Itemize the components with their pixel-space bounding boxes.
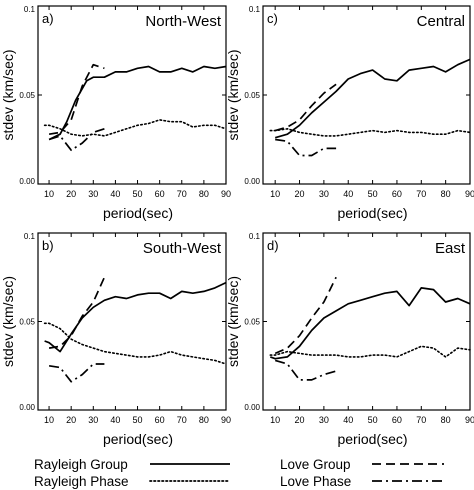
x-tick-label: 40 bbox=[343, 415, 353, 425]
x-tick-label: 90 bbox=[465, 415, 474, 425]
y-tick-label: 0.00 bbox=[19, 403, 35, 412]
y-tick-label: 0.05 bbox=[19, 318, 35, 327]
x-tick-label: 90 bbox=[221, 415, 231, 425]
y-tick-label: 0.00 bbox=[19, 177, 35, 186]
panel-label: c) bbox=[267, 11, 278, 26]
y-tick-label: 0.00 bbox=[244, 177, 260, 186]
legend-label: Rayleigh Phase bbox=[34, 474, 129, 489]
y-axis-label: stdev (km/sec) bbox=[225, 276, 241, 367]
x-axis-label: period(sec) bbox=[337, 431, 407, 447]
region-label: North-West bbox=[145, 13, 221, 30]
x-tick-label: 80 bbox=[199, 415, 209, 425]
x-tick-label: 40 bbox=[110, 189, 120, 199]
x-tick-label: 30 bbox=[319, 189, 329, 199]
series-line-love-phase bbox=[48, 363, 105, 383]
x-tick-label: 30 bbox=[319, 415, 329, 425]
x-tick-label: 50 bbox=[368, 415, 378, 425]
y-tick-label: 0.05 bbox=[19, 91, 35, 100]
x-tick-label: 60 bbox=[155, 415, 165, 425]
y-axis-label: stdev (km/sec) bbox=[225, 49, 241, 140]
x-axis-label: period(sec) bbox=[337, 205, 407, 221]
x-tick-label: 70 bbox=[416, 189, 426, 199]
y-tick-label: 0.1 bbox=[24, 232, 36, 241]
x-tick-label: 30 bbox=[88, 415, 98, 425]
x-tick-label: 20 bbox=[66, 415, 76, 425]
series-line-rayleigh-group bbox=[48, 65, 227, 141]
x-tick-label: 20 bbox=[66, 189, 76, 199]
series-line-rayleigh-phase bbox=[269, 128, 471, 137]
x-tick-label: 70 bbox=[177, 415, 187, 425]
series-line-rayleigh-group bbox=[270, 287, 471, 360]
panel-label: b) bbox=[42, 238, 54, 253]
series-line-rayleigh-phase bbox=[43, 322, 227, 365]
x-tick-label: 10 bbox=[44, 189, 54, 199]
plot-frame bbox=[262, 5, 471, 185]
region-label: Central bbox=[417, 13, 465, 30]
series-line-rayleigh-group bbox=[44, 281, 227, 353]
x-tick-label: 40 bbox=[343, 189, 353, 199]
panel-label: d) bbox=[267, 238, 279, 253]
chart-panel-north-west: 10 20 30 40 50 60 70 80 90 0.00 0.05 0.1 period(sec)… bbox=[0, 5, 231, 221]
x-tick-label: 50 bbox=[133, 415, 143, 425]
x-tick-label: 70 bbox=[177, 189, 187, 199]
legend: Rayleigh Group Rayleigh Phase Love Group Lo… bbox=[34, 457, 444, 489]
x-tick-label: 60 bbox=[392, 189, 402, 199]
x-tick-label: 80 bbox=[199, 189, 209, 199]
y-tick-label: 0.05 bbox=[244, 91, 260, 100]
x-tick-label: 10 bbox=[44, 415, 54, 425]
x-tick-label: 90 bbox=[221, 189, 231, 199]
x-axis-label: period(sec) bbox=[103, 205, 173, 221]
x-tick-label: 70 bbox=[416, 415, 426, 425]
panel-label: a) bbox=[42, 11, 54, 26]
chart-panel-south-west: 10 20 30 40 50 60 70 80 90 0.00 0.05 0.1 period(sec)… bbox=[0, 232, 231, 447]
y-tick-label: 0.1 bbox=[249, 232, 261, 241]
x-tick-label: 80 bbox=[441, 189, 451, 199]
y-axis-label: stdev (km/sec) bbox=[0, 276, 16, 367]
x-tick-label: 40 bbox=[110, 415, 120, 425]
series-line-love-group bbox=[274, 83, 337, 132]
x-tick-label: 50 bbox=[133, 189, 143, 199]
x-tick-label: 20 bbox=[295, 189, 305, 199]
x-tick-label: 10 bbox=[270, 189, 280, 199]
plot-frame bbox=[37, 5, 227, 185]
series-line-love-phase bbox=[275, 138, 337, 157]
legend-label: Rayleigh Group bbox=[34, 457, 128, 472]
x-axis-label: period(sec) bbox=[103, 431, 173, 447]
series-line-love-group bbox=[48, 276, 106, 349]
x-tick-label: 10 bbox=[270, 415, 280, 425]
x-tick-label: 20 bbox=[295, 415, 305, 425]
chart-panel-central: 10 20 30 40 50 60 70 80 90 0.00 0.05 0.1 period(sec)… bbox=[225, 5, 474, 221]
y-tick-label: 0.1 bbox=[249, 5, 261, 14]
x-tick-label: 90 bbox=[465, 189, 474, 199]
region-label: East bbox=[435, 240, 466, 257]
y-tick-label: 0.05 bbox=[244, 318, 260, 327]
x-tick-label: 60 bbox=[392, 415, 402, 425]
x-tick-label: 80 bbox=[441, 415, 451, 425]
x-tick-label: 30 bbox=[88, 189, 98, 199]
series-line-love-phase bbox=[48, 127, 105, 152]
plot-frame bbox=[262, 232, 471, 411]
x-tick-label: 50 bbox=[368, 189, 378, 199]
series-line-love-phase bbox=[274, 359, 337, 381]
series-line-rayleigh-group bbox=[274, 58, 471, 139]
legend-label: Love Phase bbox=[280, 474, 351, 489]
series-line-rayleigh-phase bbox=[43, 119, 227, 137]
series-line-love-group bbox=[48, 63, 105, 136]
series-line-rayleigh-phase bbox=[269, 345, 471, 358]
y-axis-label: stdev (km/sec) bbox=[0, 49, 16, 140]
y-tick-label: 0.00 bbox=[244, 403, 260, 412]
legend-label: Love Group bbox=[280, 457, 351, 472]
series-line-love-group bbox=[274, 276, 337, 355]
chart-panel-east: 10 20 30 40 50 60 70 80 90 0.00 0.05 0.1 period(sec)… bbox=[225, 232, 474, 447]
plot-frame bbox=[37, 232, 227, 411]
x-tick-label: 60 bbox=[155, 189, 165, 199]
region-label: South-West bbox=[143, 240, 222, 257]
y-tick-label: 0.1 bbox=[24, 5, 36, 14]
